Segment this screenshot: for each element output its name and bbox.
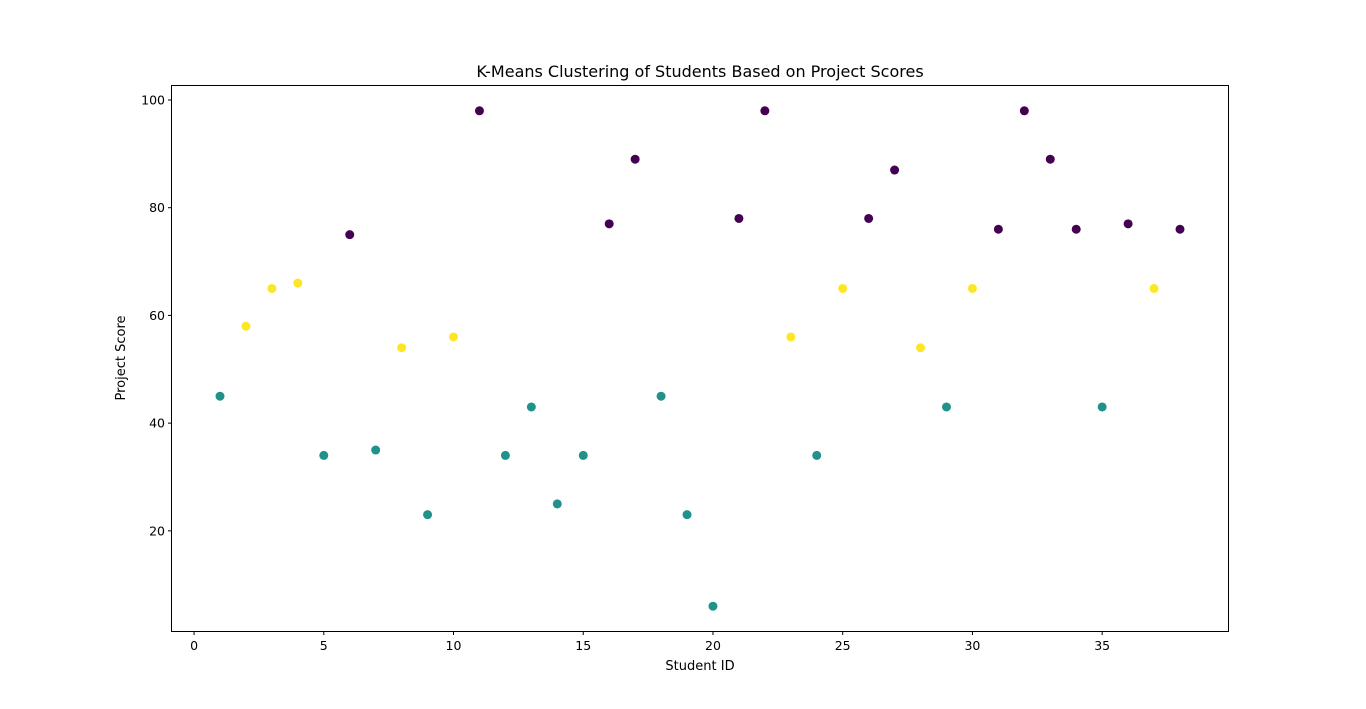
data-point [967,283,977,293]
data-point [630,154,640,164]
data-point [890,165,900,175]
data-point [319,450,329,460]
x-tick-label: 35 [1094,638,1110,653]
chart-title: K-Means Clustering of Students Based on … [476,62,923,81]
data-point [1123,219,1133,229]
data-point [1045,154,1055,164]
data-point [526,402,536,412]
data-point [941,402,951,412]
data-point [1019,106,1029,116]
y-tick-label: 40 [149,416,165,431]
data-point [371,445,381,455]
data-point [423,510,433,520]
data-point [345,230,355,240]
y-axis-label: Project Score [114,315,129,400]
data-point [786,332,796,342]
data-point [1175,224,1185,234]
data-point [1071,224,1081,234]
y-tick-label: 80 [149,200,165,215]
data-point [864,213,874,223]
data-point [474,106,484,116]
x-tick-label: 10 [446,638,462,653]
x-tick-label: 25 [835,638,851,653]
x-tick-label: 15 [575,638,591,653]
data-points [215,106,1185,611]
data-point [656,391,666,401]
data-point [397,343,407,353]
data-point [604,219,614,229]
y-tick-label: 20 [149,523,165,538]
data-point [734,213,744,223]
data-point [682,510,692,520]
x-tick-label: 30 [964,638,980,653]
data-point [215,391,225,401]
data-point [241,321,251,331]
x-tick-label: 0 [190,638,198,653]
data-point [293,278,303,288]
data-point [812,450,822,460]
data-point [578,450,588,460]
data-point [838,283,848,293]
y-tick-label: 100 [141,93,165,108]
x-tick-label: 20 [705,638,721,653]
x-tick-label: 5 [320,638,328,653]
data-point [552,499,562,509]
data-point [993,224,1003,234]
y-tick-label: 60 [149,308,165,323]
data-point [916,343,926,353]
data-point [449,332,459,342]
x-axis-label: Student ID [665,659,734,674]
data-point [267,283,277,293]
data-point [708,601,718,611]
data-point [500,450,510,460]
data-point [1149,283,1159,293]
plot-area-frame [171,85,1229,632]
data-point [760,106,770,116]
data-point [1097,402,1107,412]
